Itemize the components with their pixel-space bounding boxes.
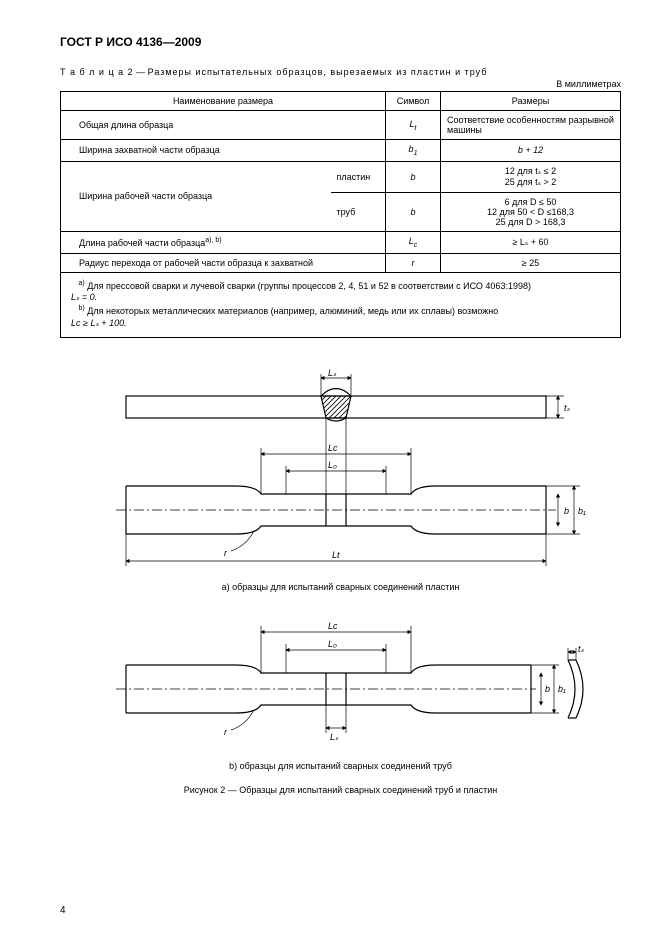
footnote-b-eq: Lc ≥ Lₛ + 100. [71,318,610,330]
th-name: Наименование размера [61,92,386,111]
dimensions-table: Наименование размера Символ Размеры Обща… [60,91,621,273]
label-b1: b₁ [578,506,586,516]
label-lc: Lc [328,443,338,453]
label-b: b [545,684,550,694]
label-b1: b₁ [558,684,566,694]
figure-main-caption: Рисунок 2 — Образцы для испытаний сварны… [60,785,621,795]
cell-name: Общая длина образца [61,111,386,140]
footnote-a-eq: Lₛ = 0. [71,292,610,304]
label-r: r [224,548,228,558]
label-l0: L₀ [328,460,337,470]
figure-b-caption: b) образцы для испытаний сварных соедине… [60,761,621,771]
footnote-b: b) Для некоторых металлических материало… [71,304,610,318]
label-ls: Lₛ [330,732,339,742]
footnote-a: a) Для прессовой сварки и лучевой сварки… [71,279,610,293]
cell-subname: пластин [331,161,386,192]
page: ГОСТ Р ИСО 4136—2009 Т а б л и ц а 2 — Р… [0,0,661,936]
cell-name: Ширина захватной части образца [61,140,386,162]
cell-size: 12 для tₛ ≤ 2 25 для tₛ > 2 [441,161,621,192]
table-row: Радиус перехода от рабочей части образца… [61,253,621,272]
cell-name: Радиус перехода от рабочей части образца… [61,253,386,272]
label-ls: Lₛ [328,368,337,378]
table-caption: Т а б л и ц а 2 — Размеры испытательных … [60,67,621,77]
cell-name: Ширина рабочей части образца [61,161,331,231]
page-number: 4 [60,905,66,916]
caption-prefix: Т а б л и ц а 2 [60,67,134,77]
label-ts: tₛ [578,644,585,654]
th-size: Размеры [441,92,621,111]
doc-title: ГОСТ Р ИСО 4136—2009 [60,35,621,49]
table-footnotes: a) Для прессовой сварки и лучевой сварки… [60,273,621,339]
figure-b-svg: Lc L₀ Lₛ r b b₁ [96,610,586,755]
cell-symbol: r [386,253,441,272]
label-r: r [224,727,228,737]
cell-symbol: Lt [386,111,441,140]
cell-symbol: b [386,192,441,231]
label-b: b [564,506,569,516]
caption-dash: — [134,67,148,77]
label-l0: L₀ [328,639,337,649]
cell-symbol: Lc [386,231,441,253]
table-units: В миллиметрах [60,79,621,89]
cell-size: ≥ Lₛ + 60 [441,231,621,253]
table-row: Длина рабочей части образцаa), b) Lc ≥ L… [61,231,621,253]
cell-subname: труб [331,192,386,231]
figure-b: Lc L₀ Lₛ r b b₁ [60,610,621,771]
label-lt: Lt [332,550,340,560]
table-row: Ширина захватной части образца b1 b + 12 [61,140,621,162]
cell-size: Соответствие особенностям разрывной маши… [441,111,621,140]
table-row: Общая длина образца Lt Соответствие особ… [61,111,621,140]
figure-a: Lₛ tₛ Lc [60,366,621,592]
cell-size: b + 12 [441,140,621,162]
label-lc: Lc [328,621,338,631]
cell-size: ≥ 25 [441,253,621,272]
figure-a-svg: Lₛ tₛ Lc [96,366,586,576]
cell-size: 6 для D ≤ 50 12 для 50 < D ≤168,3 25 для… [441,192,621,231]
cell-name: Длина рабочей части образцаa), b) [61,231,386,253]
label-ts: tₛ [564,403,571,413]
th-symbol: Символ [386,92,441,111]
caption-text: Размеры испытательных образцов, вырезаем… [148,67,488,77]
table-row: Ширина рабочей части образца пластин b 1… [61,161,621,192]
cell-symbol: b1 [386,140,441,162]
cell-symbol: b [386,161,441,192]
figure-a-caption: a) образцы для испытаний сварных соедине… [60,582,621,592]
